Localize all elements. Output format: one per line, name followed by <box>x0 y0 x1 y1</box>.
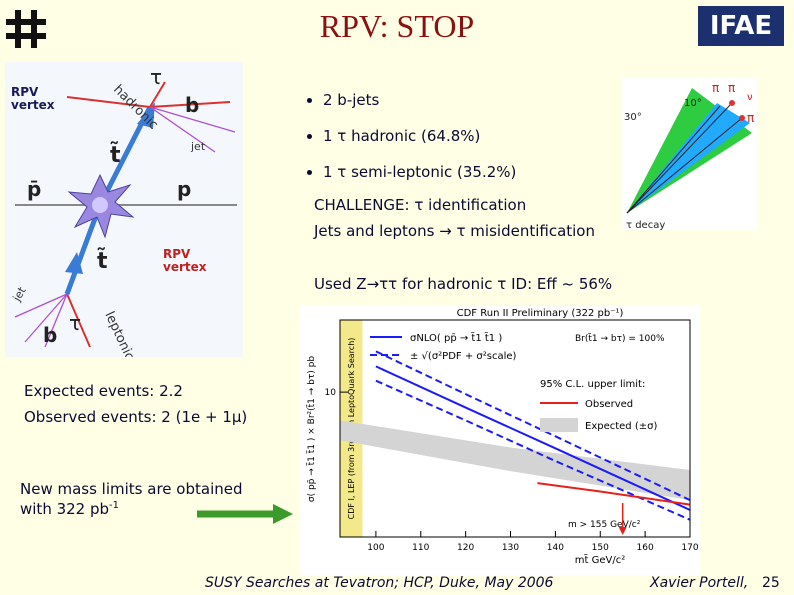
series-line <box>375 379 691 521</box>
diagram-label: b <box>43 323 57 347</box>
bullet: 1 τ hadronic (64.8%) <box>323 118 516 154</box>
bullet-list: 2 b-jets 1 τ hadronic (64.8%) 1 τ semi-l… <box>305 82 516 190</box>
legend-label: ± √(σ²PDF + σ²scale) <box>410 351 517 362</box>
x-tick-label: 160 <box>637 543 654 553</box>
diagram-label: τ <box>150 65 162 89</box>
y-axis-label: σ( pp̄ → t̃1 t̃1 ) × Br²(t̃1 → bτ) pb <box>305 356 317 502</box>
x-tick-label: 130 <box>502 543 519 553</box>
cone-label: 30° <box>624 112 642 123</box>
footer-author: Xavier Portell, <box>650 575 749 591</box>
br-label: Br(t̃1 → bτ) = 100% <box>575 332 665 344</box>
series-line <box>537 482 691 506</box>
diagram-label: p <box>177 177 191 201</box>
series-line <box>375 350 691 501</box>
x-tick-label: 150 <box>592 543 609 553</box>
limits-text: with 322 pb <box>20 500 110 518</box>
legend-label: Observed <box>585 399 633 410</box>
limits-sup: -1 <box>109 500 120 511</box>
legend-label: σNLO( pp̄ → t̃1 t̃1 ) <box>410 331 502 344</box>
limits-text: New mass limits are obtained <box>20 480 243 498</box>
cone-label: τ decay <box>626 220 665 230</box>
cl-label: 95% C.L. upper limit: <box>540 379 645 390</box>
diagram-label: jet <box>190 140 206 153</box>
cone-label: π <box>747 111 754 125</box>
legend-label: Expected (±σ) <box>585 421 657 432</box>
limit-arrow-head <box>618 527 627 535</box>
cone-label: π <box>712 81 719 95</box>
diagram-label: t̃ <box>110 142 121 168</box>
diagram-label: b <box>185 93 199 117</box>
diagram-label: t̃ <box>97 248 108 274</box>
events-text: Observed events: 2 (1e + 1μ) <box>24 408 248 426</box>
challenge-text: CHALLENGE: τ identification <box>314 196 527 214</box>
limit-label: m > 155 GeV/c² <box>568 520 641 530</box>
events-text: Expected events: 2.2 <box>24 382 183 400</box>
expected-band <box>340 420 690 501</box>
diagram-label: p̄ <box>27 177 41 201</box>
bullet: 2 b-jets <box>323 82 516 118</box>
slide-title: RPV: STOP <box>319 8 475 44</box>
cone-label: π <box>728 81 735 95</box>
legend-swatch <box>540 418 578 432</box>
fermilab-logo <box>6 10 46 48</box>
x-tick-label: 100 <box>367 543 384 553</box>
x-tick-label: 140 <box>547 543 564 553</box>
x-axis-label: mt̃ GeV/c² <box>575 553 625 566</box>
plot-frame <box>339 319 691 538</box>
bullet: 1 τ semi-leptonic (35.2%) <box>323 154 516 190</box>
cone-label: ν <box>747 92 753 103</box>
ifae-logo: IFAE <box>698 6 784 46</box>
limits-text: with 322 pb-1 <box>20 500 119 518</box>
page-number: 25 <box>762 575 780 591</box>
x-tick-label: 120 <box>457 543 474 553</box>
y-tick-label: 10 <box>325 388 337 398</box>
diagram-label: τ <box>69 311 81 335</box>
plot-title: CDF Run II Preliminary (322 pb⁻¹) <box>457 308 624 319</box>
cone-label: 10° <box>684 98 702 109</box>
green-arrow <box>197 504 293 524</box>
limit-plot: CDF I, LEP (from 3rd Gen LeptoQuark Sear… <box>300 305 700 575</box>
x-tick-label: 110 <box>412 543 429 553</box>
diagram-label: RPV vertex <box>11 85 55 112</box>
challenge-text: Jets and leptons → τ misidentification <box>314 222 595 240</box>
footer-text: SUSY Searches at Tevatron; HCP, Duke, Ma… <box>205 575 554 591</box>
x-tick-label: 170 <box>681 543 698 553</box>
series-line <box>375 365 691 511</box>
used-text: Used Z→ττ for hadronic τ ID: Eff ~ 56% <box>314 275 613 293</box>
diagram-label: RPV vertex <box>163 247 207 274</box>
